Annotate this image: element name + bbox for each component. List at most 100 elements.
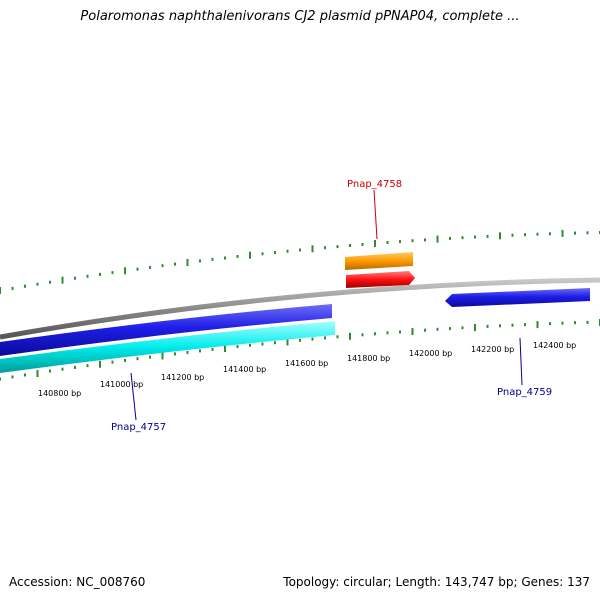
outer-tick <box>261 252 264 256</box>
inner-tick <box>11 375 14 379</box>
outer-tick <box>136 267 139 271</box>
inner-tick <box>49 369 51 373</box>
outer-tick <box>399 240 401 244</box>
outer-tick-ring <box>0 229 600 294</box>
inner-tick <box>524 323 526 327</box>
outer-tick <box>574 231 576 235</box>
outer-tick <box>361 243 364 246</box>
outer-tick <box>424 238 426 242</box>
outer-tick <box>11 286 14 290</box>
inner-tick <box>574 321 576 325</box>
inner-tick <box>349 332 351 340</box>
inner-tick <box>436 327 439 331</box>
inner-tick <box>0 377 1 381</box>
pnap-4758-leader <box>373 189 378 240</box>
tick-label: 140800 bp <box>38 389 81 398</box>
inner-tick <box>236 345 239 349</box>
outer-tick <box>211 257 214 261</box>
outer-tick <box>86 274 89 278</box>
pnap-4759-leader <box>519 337 523 386</box>
outer-tick <box>524 233 526 237</box>
inner-tick <box>136 357 139 361</box>
inner-tick <box>286 338 289 346</box>
tick-label: 141000 bp <box>100 380 143 389</box>
inner-tick <box>424 328 426 332</box>
tick-label: 141800 bp <box>347 354 390 363</box>
genome-summary: Topology: circular; Length: 143,747 bp; … <box>283 575 590 589</box>
outer-tick <box>511 233 514 237</box>
inner-tick <box>461 326 464 330</box>
outer-tick <box>586 231 589 235</box>
inner-tick <box>274 341 276 345</box>
outer-tick <box>24 284 26 288</box>
inner-tick <box>511 323 514 327</box>
outer-tick <box>236 255 239 258</box>
inner-tick <box>374 332 376 336</box>
inner-tick <box>486 324 489 328</box>
outer-tick <box>499 232 501 240</box>
gene-label-pnap-4757[interactable]: Pnap_4757 <box>111 422 166 433</box>
outer-tick <box>486 234 489 238</box>
inner-tick <box>586 320 589 324</box>
gene-label-pnap-4758[interactable]: Pnap_4758 <box>347 179 402 190</box>
outer-tick <box>536 232 539 236</box>
inner-tick <box>411 328 414 335</box>
feature-pnap-4757-cyan[interactable] <box>0 321 335 373</box>
tick-label: 142000 bp <box>409 349 452 358</box>
outer-tick <box>249 251 251 259</box>
outer-tick <box>461 236 464 240</box>
outer-tick <box>324 246 326 250</box>
gene-label-pnap-4759[interactable]: Pnap_4759 <box>497 387 552 398</box>
genome-backbone <box>0 277 600 340</box>
outer-tick <box>199 259 201 263</box>
tick-label: 142400 bp <box>533 341 576 350</box>
outer-tick <box>174 262 176 266</box>
feature-pnap-4758-red-arrow[interactable] <box>346 271 415 288</box>
inner-tick <box>211 347 214 351</box>
inner-tick <box>499 324 501 328</box>
tick-label: 141400 bp <box>223 365 266 374</box>
pnap-4757-leader <box>130 372 137 421</box>
accession-text: Accession: NC_008760 <box>9 575 146 589</box>
outer-tick <box>349 244 351 247</box>
map-title: Polaromonas naphthalenivorans CJ2 plasmi… <box>80 9 520 24</box>
outer-tick <box>124 267 126 275</box>
inner-tick <box>24 373 26 377</box>
inner-tick <box>399 330 401 334</box>
outer-tick <box>224 256 226 260</box>
feature-pnap-4759-arrow[interactable] <box>445 288 590 307</box>
inner-tick <box>199 349 201 353</box>
inner-tick <box>86 364 89 368</box>
inner-tick <box>361 333 364 337</box>
inner-tick <box>336 335 339 339</box>
inner-tick <box>124 358 126 362</box>
outer-tick <box>299 248 301 252</box>
tick-label: 141600 bp <box>285 359 328 368</box>
inner-tick <box>224 345 226 352</box>
outer-tick <box>61 276 64 284</box>
feature-pnap-4758-orange[interactable] <box>345 252 413 270</box>
outer-tick <box>161 264 164 268</box>
inner-tick <box>61 367 64 371</box>
inner-tick <box>111 360 114 364</box>
inner-tick <box>249 343 251 347</box>
inner-tick <box>186 350 189 354</box>
inner-tick-ring: 140800 bp 141000 bp 141200 bp 141400 bp 1416… <box>0 319 600 398</box>
tick-label: 141200 bp <box>161 373 204 382</box>
outer-tick <box>374 240 376 247</box>
inner-tick <box>561 321 564 325</box>
inner-tick <box>74 365 76 369</box>
outer-tick <box>0 287 1 294</box>
feature-pnap-4757-blue[interactable] <box>0 304 332 356</box>
outer-tick <box>274 251 276 254</box>
inner-tick <box>99 360 101 368</box>
outer-tick <box>286 249 289 253</box>
outer-tick <box>49 280 51 284</box>
outer-tick <box>336 245 339 249</box>
inner-tick <box>536 321 539 329</box>
outer-tick <box>149 265 151 269</box>
outer-tick <box>449 236 451 240</box>
outer-tick <box>186 259 189 266</box>
inner-tick <box>324 336 326 340</box>
